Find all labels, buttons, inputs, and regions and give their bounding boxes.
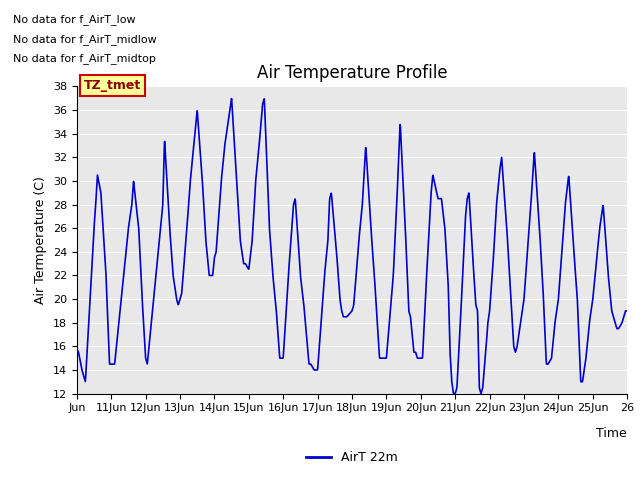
Text: No data for f_AirT_low: No data for f_AirT_low (13, 14, 136, 25)
Text: No data for f_AirT_midlow: No data for f_AirT_midlow (13, 34, 157, 45)
Title: Air Temperature Profile: Air Temperature Profile (257, 64, 447, 82)
Legend: AirT 22m: AirT 22m (301, 446, 403, 469)
Text: Time: Time (596, 427, 627, 440)
Text: No data for f_AirT_midtop: No data for f_AirT_midtop (13, 53, 156, 64)
Y-axis label: Air Termperature (C): Air Termperature (C) (35, 176, 47, 304)
Text: TZ_tmet: TZ_tmet (84, 79, 141, 92)
